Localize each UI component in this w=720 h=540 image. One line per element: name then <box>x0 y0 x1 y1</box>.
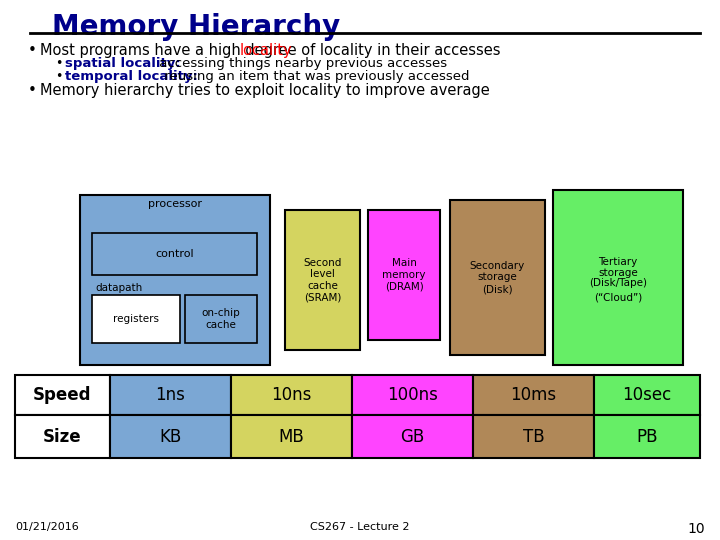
Text: GB: GB <box>400 428 425 445</box>
Bar <box>92 233 257 275</box>
Text: locality: locality <box>240 43 292 58</box>
Bar <box>473 415 594 458</box>
Bar <box>352 415 473 458</box>
Text: Speed: Speed <box>33 386 91 404</box>
Text: 10: 10 <box>688 522 705 536</box>
Text: •: • <box>55 57 63 70</box>
Bar <box>450 200 545 355</box>
Text: Memory Hierarchy: Memory Hierarchy <box>52 13 341 41</box>
Text: processor: processor <box>148 199 202 209</box>
Bar <box>352 375 473 415</box>
Text: registers: registers <box>113 314 159 324</box>
Text: Second
level
cache
(SRAM): Second level cache (SRAM) <box>303 258 342 302</box>
Text: spatial locality:: spatial locality: <box>65 57 181 70</box>
Text: Secondary
storage
(Disk): Secondary storage (Disk) <box>470 261 525 294</box>
Bar <box>185 295 257 343</box>
Text: Most programs have a high degree of locality in their accesses: Most programs have a high degree of loca… <box>40 43 500 58</box>
Text: 10sec: 10sec <box>622 386 672 404</box>
Text: Size: Size <box>43 428 82 445</box>
Bar <box>231 375 352 415</box>
Text: CS267 - Lecture 2: CS267 - Lecture 2 <box>310 522 410 532</box>
Text: 10ms: 10ms <box>510 386 557 404</box>
Text: temporal locality:: temporal locality: <box>65 70 198 83</box>
Bar <box>80 195 270 365</box>
Text: PB: PB <box>636 428 658 445</box>
Text: (“Cloud”): (“Cloud”) <box>594 293 642 302</box>
Text: Tertiary
storage: Tertiary storage <box>598 256 638 278</box>
Bar <box>594 415 700 458</box>
Bar <box>110 375 231 415</box>
Bar <box>231 415 352 458</box>
Text: (Disk/Tape): (Disk/Tape) <box>589 278 647 287</box>
Text: Memory hierarchy tries to exploit locality to improve average: Memory hierarchy tries to exploit locali… <box>40 83 490 98</box>
Text: reusing an item that was previously accessed: reusing an item that was previously acce… <box>161 70 470 83</box>
Text: 100ns: 100ns <box>387 386 438 404</box>
Text: •: • <box>28 43 37 58</box>
Text: control: control <box>156 249 194 259</box>
Text: on-chip
cache: on-chip cache <box>202 308 240 330</box>
Text: 1ns: 1ns <box>156 386 186 404</box>
Bar <box>553 190 683 365</box>
Text: •: • <box>28 83 37 98</box>
Text: datapath: datapath <box>95 283 143 293</box>
Bar <box>15 415 110 458</box>
Bar <box>92 295 180 343</box>
Text: 10ns: 10ns <box>271 386 312 404</box>
Bar <box>473 375 594 415</box>
Text: accessing things nearby previous accesses: accessing things nearby previous accesse… <box>155 57 447 70</box>
Text: Main
memory
(DRAM): Main memory (DRAM) <box>382 259 426 292</box>
Bar <box>110 415 231 458</box>
Bar <box>368 210 440 340</box>
Text: MB: MB <box>279 428 305 445</box>
Text: KB: KB <box>159 428 181 445</box>
Bar <box>594 375 700 415</box>
Text: •: • <box>55 70 63 83</box>
Bar <box>285 210 360 350</box>
Text: 01/21/2016: 01/21/2016 <box>15 522 78 532</box>
Bar <box>15 375 110 415</box>
Text: TB: TB <box>523 428 544 445</box>
